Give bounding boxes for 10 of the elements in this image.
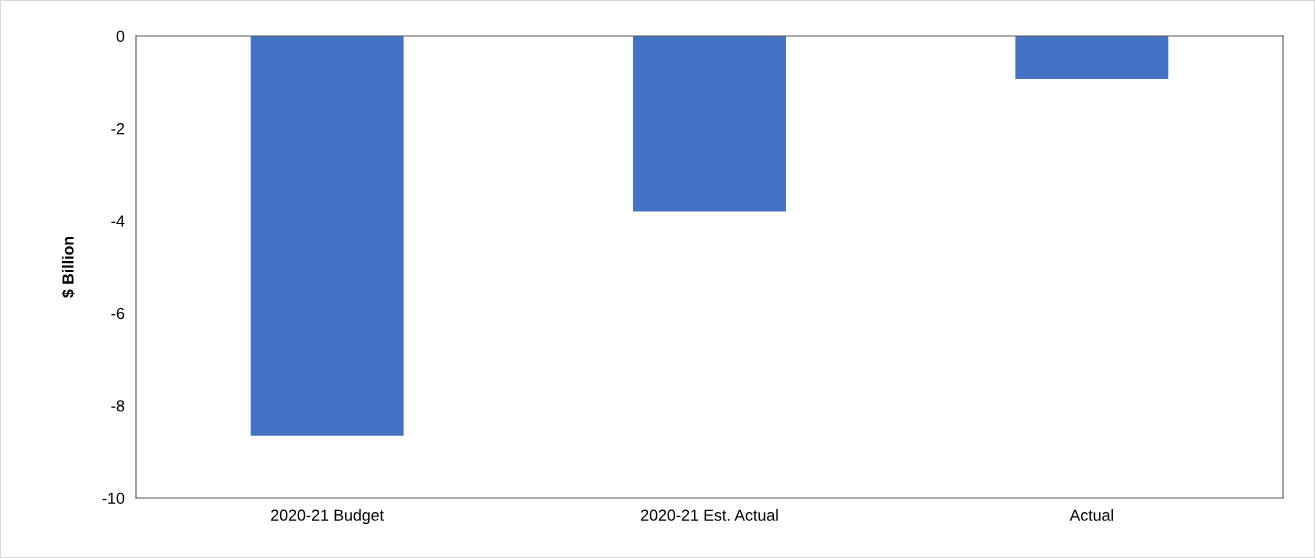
y-tick-label: -6 [111, 307, 125, 320]
x-tick-label: Actual [1069, 509, 1113, 521]
x-tick-label: 2020-21 Est. Actual [641, 509, 778, 521]
x-tick-label: 2020-21 Budget [271, 509, 384, 524]
y-tick-label: -2 [111, 123, 125, 135]
y-tick-label: 0 [116, 30, 125, 42]
y-axis-title: $ Billion [61, 236, 75, 298]
y-tick-label: -4 [111, 215, 125, 227]
y-tick-label: -10 [102, 492, 125, 504]
y-tick-label: -8 [111, 400, 125, 412]
